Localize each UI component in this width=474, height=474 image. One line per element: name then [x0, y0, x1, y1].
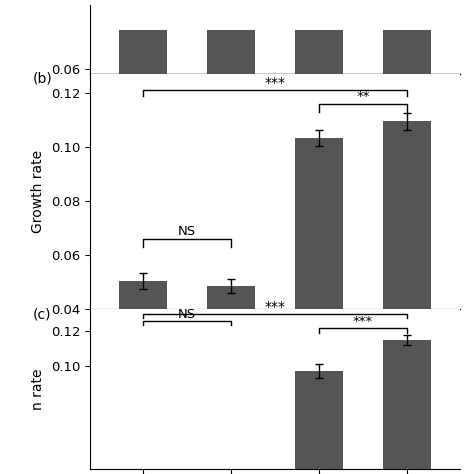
Bar: [118, 29, 167, 367]
Bar: [295, 137, 343, 417]
Text: ***: ***: [353, 315, 373, 328]
Bar: [207, 286, 255, 417]
Y-axis label: Growth rate: Growth rate: [31, 150, 46, 233]
Text: NS: NS: [178, 225, 196, 238]
Text: ***: ***: [264, 300, 285, 314]
Text: (c): (c): [33, 308, 51, 321]
Bar: [295, 371, 343, 474]
Bar: [383, 29, 431, 367]
Text: NS: NS: [178, 308, 196, 320]
Bar: [383, 121, 431, 417]
Text: (b): (b): [33, 72, 53, 86]
Bar: [207, 29, 255, 367]
Bar: [118, 281, 167, 417]
Bar: [383, 340, 431, 474]
Text: ***: ***: [264, 75, 285, 90]
Text: **: **: [356, 90, 370, 103]
Bar: [295, 29, 343, 367]
Y-axis label: n rate: n rate: [31, 368, 46, 410]
